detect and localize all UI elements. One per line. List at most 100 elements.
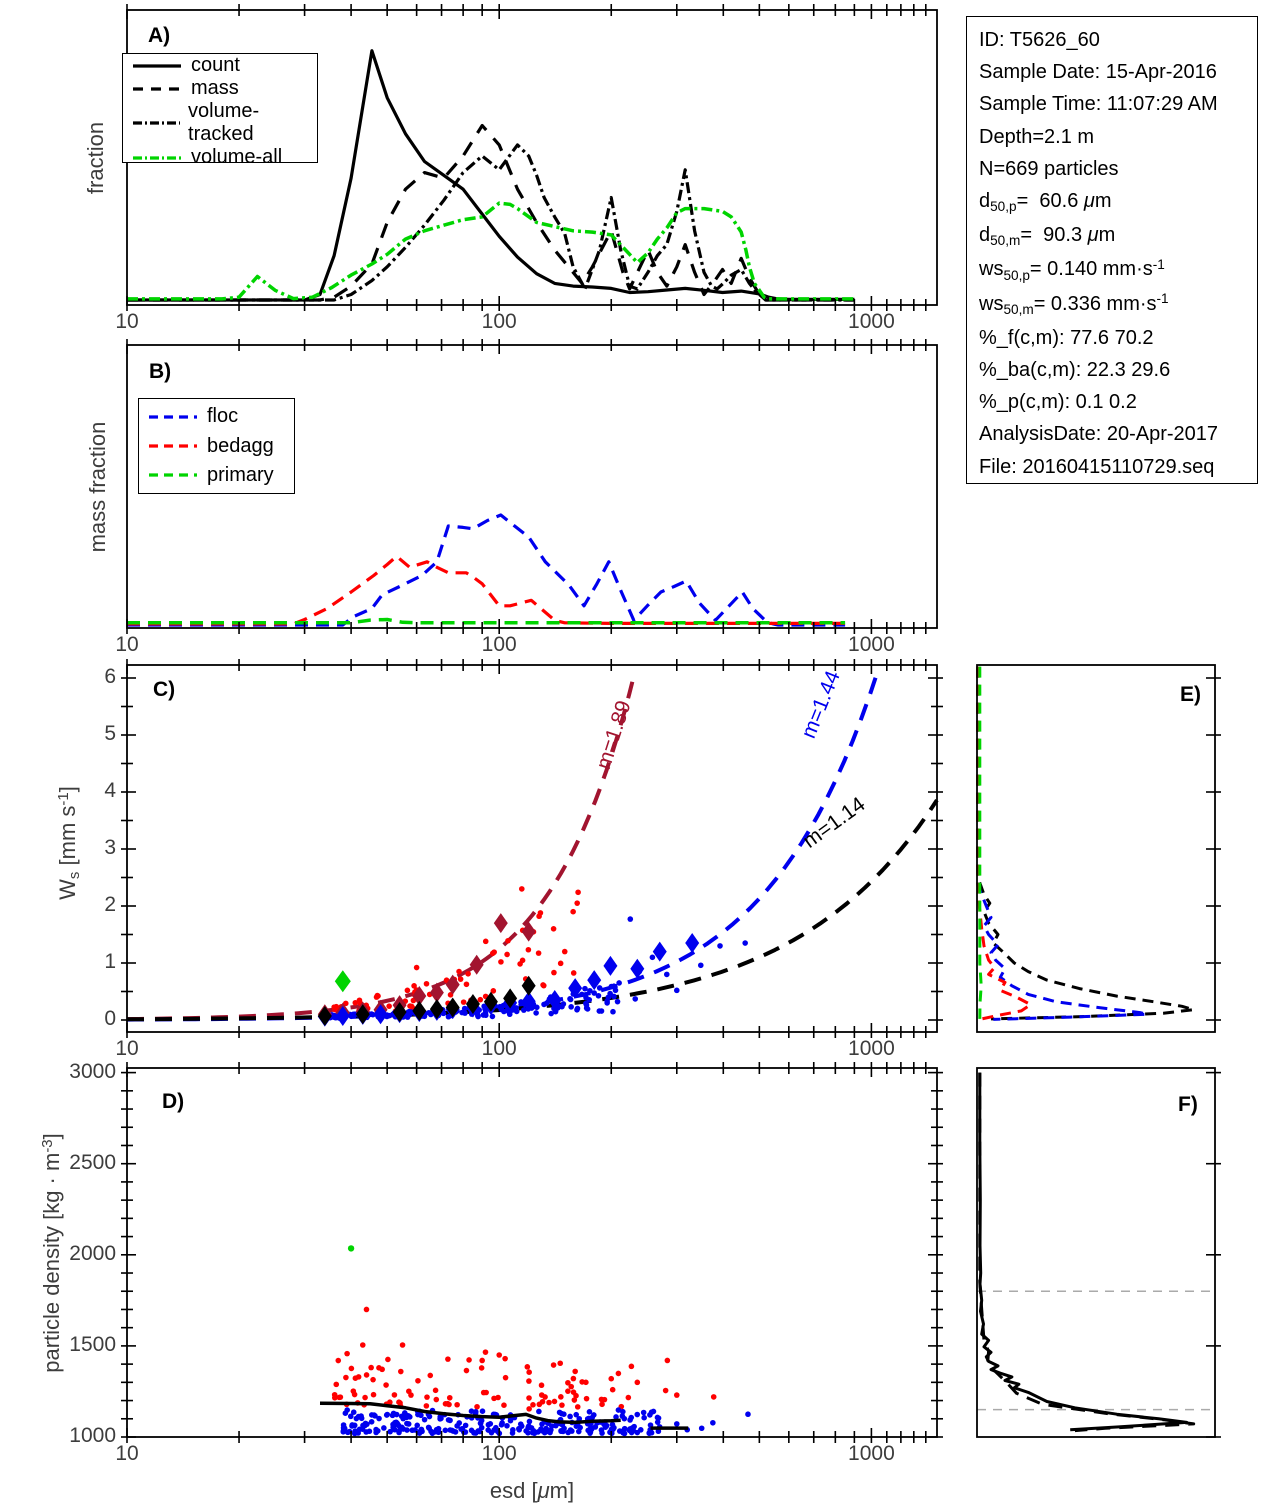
c-y-tick-label: 6 — [104, 665, 116, 688]
info-segment: %_ba(c,m): 22.3 29.6 — [979, 359, 1171, 382]
info-line: Sample Date: 15-Apr-2016 — [979, 56, 1245, 88]
info-segment: -1 — [1152, 256, 1165, 272]
panel-a-legend: count mass volume-tracked volume-all — [122, 53, 318, 168]
panel-e-ws-profile-plot — [976, 664, 1221, 1033]
x-tick-label: 1000 — [848, 633, 895, 656]
d-y-tick-label: 2500 — [69, 1150, 116, 1174]
info-segment: = 0.336 mm·s — [1033, 292, 1157, 315]
info-line: Depth=2.1 m — [979, 121, 1245, 153]
sample-info-box: ID: T5626_60 Sample Date: 15-Apr-2016 Samp… — [966, 16, 1258, 484]
svg-text:m=1.14: m=1.14 — [799, 792, 870, 852]
info-segment: Sample Date: 15-Apr-2016 — [979, 61, 1217, 84]
x-tick-label: 100 — [481, 1037, 517, 1060]
info-segment: m — [1094, 190, 1112, 213]
c-y-tick-label: 4 — [104, 779, 116, 802]
info-segment: d — [979, 224, 991, 247]
panel-a-size-distribution-plot — [126, 4, 938, 311]
label-segment: esd [ — [489, 1478, 538, 1503]
info-segment: = 0.140 mm·s — [1029, 258, 1153, 281]
panel-d-particle-density-plot — [121, 1062, 943, 1443]
legend-line-sample — [133, 63, 181, 68]
x-tick-label: 10 — [115, 1442, 139, 1465]
info-line: Sample Time: 11:07:29 AM — [979, 88, 1245, 120]
legend-item-count: count — [123, 54, 317, 77]
x-tick-label: 10 — [115, 1037, 139, 1060]
label-segment: m] — [549, 1478, 575, 1503]
panel-a-label: A) — [148, 24, 171, 47]
legend-item-mass: mass — [123, 77, 317, 100]
legend-label: primary — [207, 463, 274, 486]
c-y-tick-label: 2 — [104, 893, 116, 916]
info-line: ID: T5626_60 — [979, 24, 1245, 56]
x-tick-label: 1000 — [848, 1442, 895, 1465]
c-y-tick-label: 5 — [104, 722, 116, 745]
panel-a-y-axis-label: fraction — [83, 121, 108, 195]
info-line: File: 20160415110729.seq — [979, 451, 1245, 483]
x-tick-label: 100 — [481, 633, 517, 656]
info-segment: Depth=2.1 m — [979, 125, 1095, 148]
legend-line-sample — [133, 86, 181, 91]
info-line: d50,m= 90.3 μm — [979, 219, 1245, 253]
svg-text:m=1.44: m=1.44 — [797, 667, 845, 741]
legend-item-floc: floc — [139, 405, 294, 428]
info-line: %_ba(c,m): 22.3 29.6 — [979, 354, 1245, 386]
info-segment: ws — [979, 292, 1004, 315]
info-line: ws50,p= 0.140 mm·s-1 — [979, 253, 1245, 287]
legend-item-bedagg: bedagg — [139, 435, 294, 458]
d-y-tick-label: 2000 — [69, 1241, 116, 1265]
legend-label: mass — [191, 77, 239, 99]
info-line: AnalysisDate: 20-Apr-2017 — [979, 418, 1245, 450]
label-segment: ] — [39, 1133, 64, 1140]
legend-line-sample — [149, 473, 197, 477]
panel-b-mass-fraction-plot — [126, 339, 938, 634]
info-segment: AnalysisDate: 20-Apr-2017 — [979, 423, 1219, 446]
x-tick-label: 100 — [481, 1442, 517, 1465]
info-segment: = 90.3 — [1020, 224, 1088, 247]
legend-item-primary: primary — [139, 464, 294, 487]
panel-d-label: D) — [162, 1090, 185, 1113]
c-y-tick-label: 3 — [104, 836, 116, 859]
c-y-tick-label: 1 — [104, 950, 116, 973]
label-segment: s — [66, 871, 84, 880]
info-segment: μ — [1083, 190, 1095, 213]
panel-b-legend: floc bedagg primary — [138, 398, 295, 494]
info-segment: 50,m — [990, 233, 1021, 249]
x-tick-label: 10 — [115, 310, 139, 333]
info-segment: 50,m — [1003, 301, 1034, 317]
legend-line-sample — [149, 444, 197, 448]
legend-line-sample — [133, 121, 181, 125]
x-tick-label: 1000 — [848, 1037, 895, 1060]
info-segment: ws — [979, 258, 1004, 281]
info-segment: m — [1098, 224, 1116, 247]
info-line: %_p(c,m): 0.1 0.2 — [979, 386, 1245, 418]
legend-line-sample — [133, 155, 181, 160]
panel-b-y-axis-label: mass fraction — [85, 421, 110, 553]
legend-label: volume-tracked — [188, 100, 260, 145]
legend-label: floc — [207, 405, 239, 428]
legend-line-sample — [149, 415, 197, 419]
panel-e-label: E) — [1180, 683, 1201, 706]
label-segment: μ — [537, 1478, 550, 1503]
label-segment: -1 — [54, 792, 72, 806]
legend-item-volume-all: volume-all — [123, 146, 317, 169]
panel-c-label: C) — [153, 678, 176, 701]
info-line: N=669 particles — [979, 153, 1245, 185]
info-line: d50,p= 60.6 μm — [979, 185, 1245, 219]
d-y-tick-label: 1000 — [69, 1424, 116, 1447]
info-segment: 50,p — [990, 199, 1017, 215]
legend-label: count — [191, 54, 240, 76]
panel-b-label: B) — [149, 360, 172, 383]
info-segment: ID: T5626_60 — [979, 29, 1100, 51]
d-y-tick-label: 1500 — [69, 1332, 116, 1356]
legend-label: volume-all — [191, 146, 283, 168]
x-tick-label: 10 — [115, 633, 139, 656]
c-y-tick-label: 0 — [104, 1007, 116, 1030]
info-segment: N=669 particles — [979, 157, 1119, 180]
info-segment: Sample Time: 11:07:29 AM — [979, 93, 1218, 116]
svg-text:m=1.89: m=1.89 — [592, 698, 636, 772]
info-segment: 50,p — [1003, 267, 1030, 283]
info-segment: = 60.6 — [1016, 190, 1084, 213]
x-tick-label: 100 — [481, 310, 517, 333]
info-segment: -1 — [1156, 290, 1169, 306]
